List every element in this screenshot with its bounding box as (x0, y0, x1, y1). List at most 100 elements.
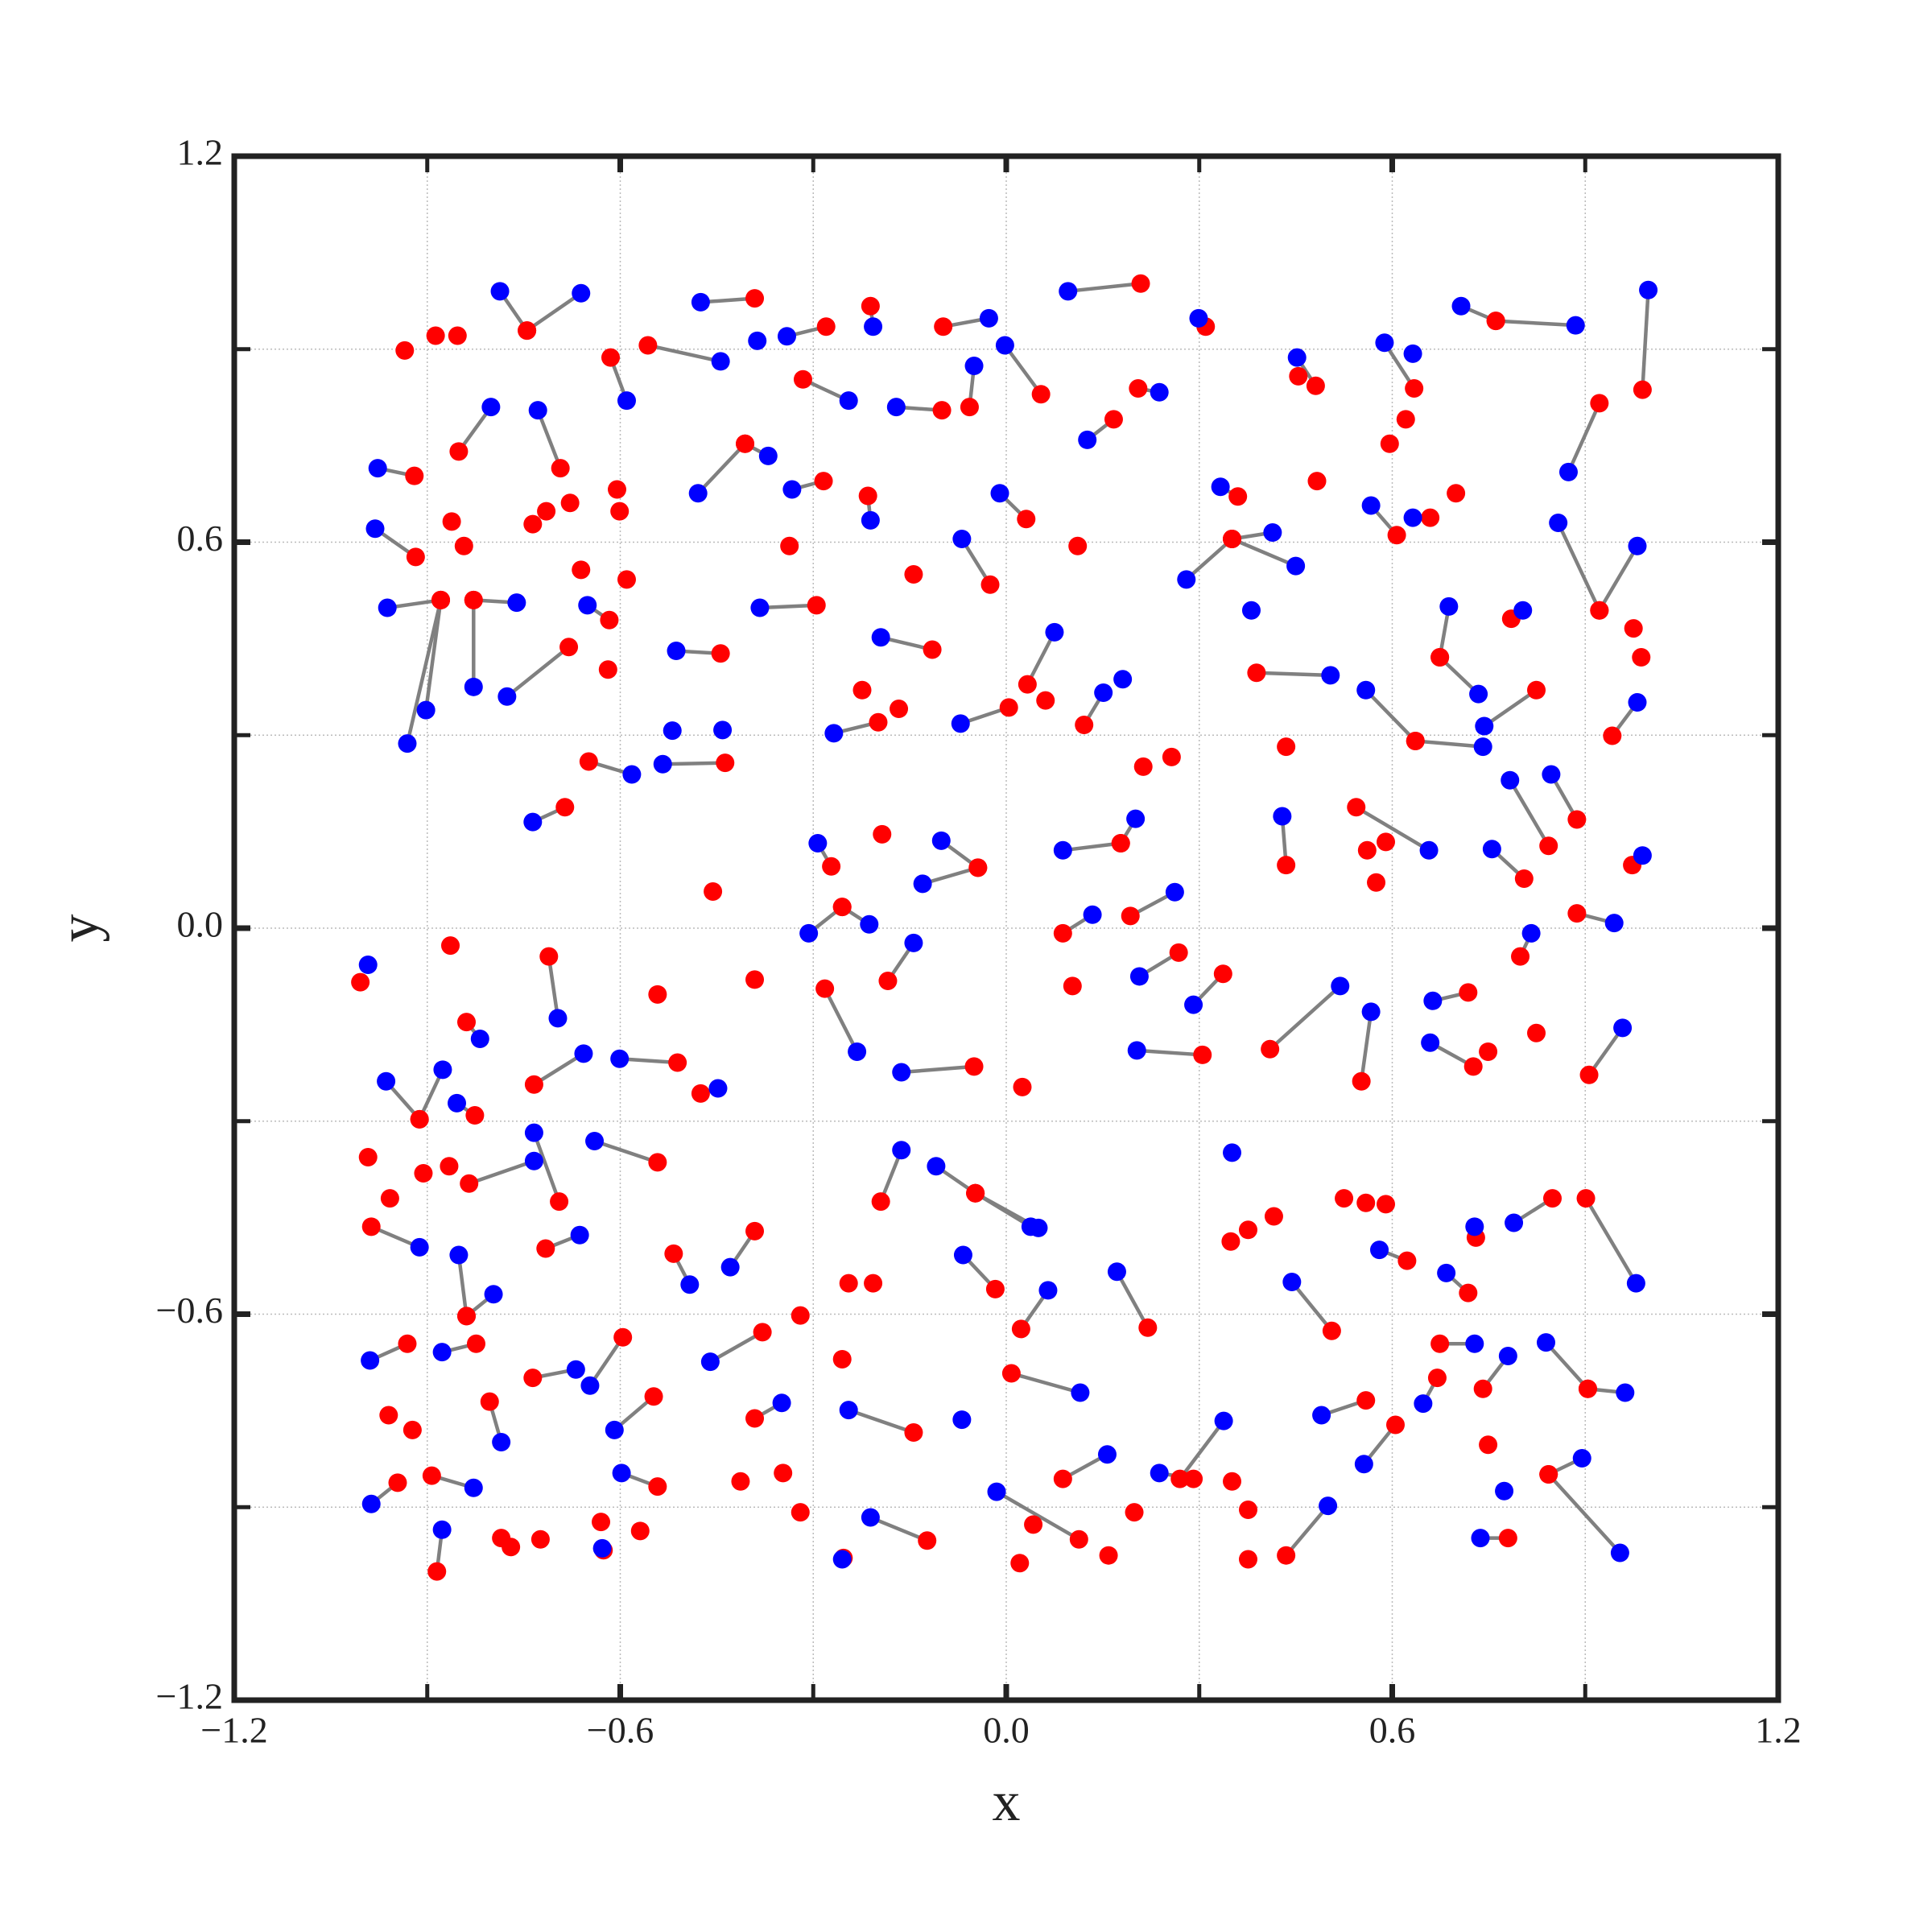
point (716, 753, 735, 773)
point (1511, 947, 1530, 966)
point (1059, 282, 1078, 301)
point (848, 1042, 867, 1061)
point (999, 698, 1018, 717)
point (871, 628, 890, 647)
point (861, 510, 880, 530)
point (456, 1307, 476, 1326)
link (593, 1139, 658, 1165)
point (987, 1482, 1006, 1501)
point (667, 642, 686, 661)
point (1430, 648, 1450, 667)
point (548, 1009, 568, 1028)
point (704, 881, 723, 901)
y-tick-label: −0.6 (156, 1290, 223, 1331)
point (1013, 1077, 1032, 1096)
point (1482, 840, 1501, 859)
axes: −1.2 −0.6 0.0 0.6 1.2 −1.2 −0.6 0.0 0.6 1.2 (156, 132, 1802, 1751)
point (1238, 1220, 1257, 1240)
point (536, 1239, 555, 1258)
point (904, 933, 923, 952)
point (1094, 683, 1113, 703)
point (1628, 692, 1647, 712)
point (464, 590, 483, 609)
point (913, 874, 932, 894)
point (1121, 906, 1140, 926)
point (1397, 1251, 1417, 1270)
point (1127, 1041, 1146, 1060)
point (750, 598, 770, 617)
point (1083, 905, 1102, 924)
point (1579, 1065, 1599, 1084)
point (1277, 737, 1296, 757)
point (736, 434, 755, 453)
link (663, 761, 725, 766)
point (361, 1494, 381, 1513)
point (1377, 832, 1396, 852)
point (953, 1245, 972, 1265)
point (1169, 943, 1188, 962)
point (1053, 923, 1072, 943)
point (1361, 496, 1381, 515)
link (526, 291, 583, 332)
point (1498, 1346, 1517, 1365)
point (824, 724, 844, 743)
point (460, 1174, 479, 1193)
point (1184, 1469, 1203, 1488)
point (572, 283, 591, 303)
link (1415, 739, 1484, 749)
point (1624, 619, 1643, 638)
point (398, 1334, 417, 1353)
point (442, 512, 461, 531)
point (1610, 1543, 1629, 1563)
point (1419, 840, 1439, 860)
point (1471, 1529, 1490, 1548)
point (931, 831, 951, 850)
point (456, 1013, 476, 1032)
point (1505, 1213, 1524, 1232)
point (1289, 366, 1308, 386)
point (484, 1285, 503, 1304)
point (574, 1044, 593, 1063)
point (1211, 477, 1230, 497)
link (647, 343, 721, 364)
point (1125, 1503, 1144, 1522)
point (530, 1530, 550, 1549)
point (426, 326, 445, 345)
point (1451, 296, 1471, 316)
link (1010, 1371, 1081, 1395)
point (711, 644, 730, 663)
link (1567, 402, 1601, 473)
point (410, 1237, 429, 1257)
point (1319, 1496, 1338, 1516)
point (990, 484, 1009, 503)
point (782, 480, 802, 499)
point (1162, 747, 1181, 766)
link (1256, 671, 1331, 678)
point (1036, 691, 1055, 710)
point (1184, 995, 1203, 1014)
point (1331, 976, 1350, 996)
link (1364, 688, 1417, 743)
point (1228, 487, 1248, 506)
point (1024, 1515, 1043, 1534)
point (1473, 1379, 1492, 1398)
point (1375, 333, 1394, 353)
point (952, 530, 972, 549)
point (1498, 1529, 1517, 1548)
point (1486, 312, 1505, 331)
link (619, 1056, 678, 1065)
point (432, 1343, 452, 1362)
point (638, 336, 658, 355)
point (433, 1060, 452, 1080)
point (892, 1141, 911, 1160)
link (995, 1490, 1080, 1542)
point (892, 1063, 911, 1082)
point (1068, 536, 1088, 555)
point (523, 514, 543, 534)
point (585, 1132, 605, 1151)
point (454, 536, 473, 555)
point (432, 1520, 452, 1539)
point (405, 466, 424, 485)
point (753, 1323, 772, 1342)
